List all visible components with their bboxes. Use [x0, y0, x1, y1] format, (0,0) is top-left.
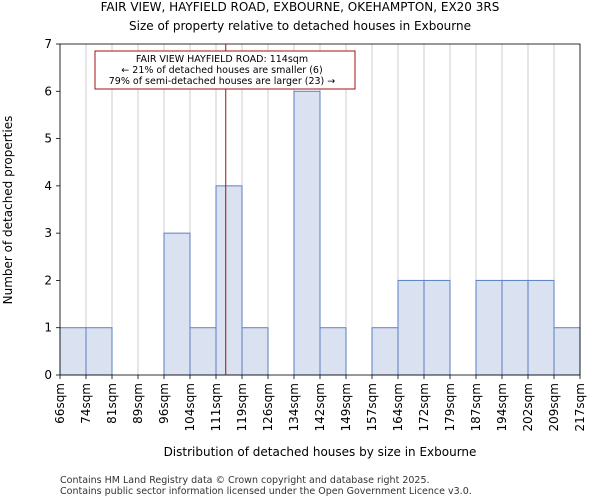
- y-tick-label: 3: [44, 226, 52, 240]
- bar-164sqm: [397, 279, 425, 376]
- x-tick-label: 157sqm: [365, 383, 379, 431]
- chart-title: FAIR VIEW, HAYFIELD ROAD, EXBOURNE, OKEH…: [101, 0, 500, 14]
- y-axis-label: Number of detached properties: [1, 116, 15, 305]
- x-tick-label: 66sqm: [53, 383, 67, 424]
- y-tick-label: 2: [44, 273, 52, 287]
- x-tick-label: 126sqm: [261, 383, 275, 431]
- x-axis-ticks: 66sqm 74sqm 81sqm 89sqm 96sqm 104sqm 111sqm 119…: [53, 375, 587, 431]
- bar-142sqm: [319, 327, 347, 376]
- y-tick-label: 1: [44, 321, 52, 335]
- bar-66sqm: [59, 327, 87, 376]
- bar-74sqm: [85, 327, 113, 376]
- bar-187sqm: [475, 279, 503, 376]
- bar-209sqm: [553, 327, 581, 376]
- footer-line-1: Contains HM Land Registry data © Crown c…: [60, 475, 430, 486]
- x-tick-label: 149sqm: [339, 383, 353, 431]
- x-tick-label: 164sqm: [391, 383, 405, 431]
- x-tick-label: 187sqm: [469, 383, 483, 431]
- bar-202sqm: [527, 279, 555, 376]
- x-tick-label: 81sqm: [105, 383, 119, 424]
- annotation-line-1: FAIR VIEW HAYFIELD ROAD: 114sqm: [136, 54, 308, 65]
- x-tick-label: 202sqm: [521, 383, 535, 431]
- x-tick-label: 104sqm: [183, 383, 197, 431]
- y-tick-label: 6: [44, 84, 52, 98]
- bar-111sqm: [215, 185, 243, 376]
- bar-134sqm: [293, 90, 321, 376]
- x-axis-label: Distribution of detached houses by size …: [164, 445, 477, 459]
- x-tick-label: 89sqm: [131, 383, 145, 424]
- y-tick-label: 0: [44, 368, 52, 382]
- x-tick-label: 172sqm: [417, 383, 431, 431]
- x-tick-label: 179sqm: [443, 383, 457, 431]
- annotation-box: [94, 50, 356, 90]
- bar-172sqm: [423, 279, 451, 376]
- bar-96sqm: [163, 232, 191, 376]
- bar-157sqm: [371, 327, 399, 376]
- y-axis-ticks: 0 1 2 3 4 5 6 7: [44, 37, 60, 382]
- x-tick-label: 74sqm: [79, 383, 93, 424]
- footer-line-2: Contains public sector information licen…: [60, 486, 472, 497]
- bar-194sqm: [501, 279, 529, 376]
- y-tick-label: 7: [44, 37, 52, 51]
- bar-119sqm: [241, 327, 269, 376]
- annotation-line-3: 79% of semi-detached houses are larger (…: [109, 76, 336, 87]
- x-tick-label: 111sqm: [209, 383, 223, 431]
- x-tick-label: 119sqm: [235, 383, 249, 431]
- bars: [59, 90, 581, 376]
- x-tick-label: 209sqm: [547, 383, 561, 431]
- bar-104sqm: [189, 327, 217, 376]
- x-tick-label: 134sqm: [287, 383, 301, 431]
- chart-subtitle: Size of property relative to detached ho…: [129, 19, 471, 33]
- y-tick-label: 5: [44, 132, 52, 146]
- x-tick-label: 217sqm: [573, 383, 587, 431]
- x-tick-label: 96sqm: [157, 383, 171, 424]
- y-tick-label: 4: [44, 179, 52, 193]
- x-tick-label: 142sqm: [313, 383, 327, 431]
- annotation-line-2: ← 21% of detached houses are smaller (6): [121, 65, 322, 76]
- x-tick-label: 194sqm: [495, 383, 509, 431]
